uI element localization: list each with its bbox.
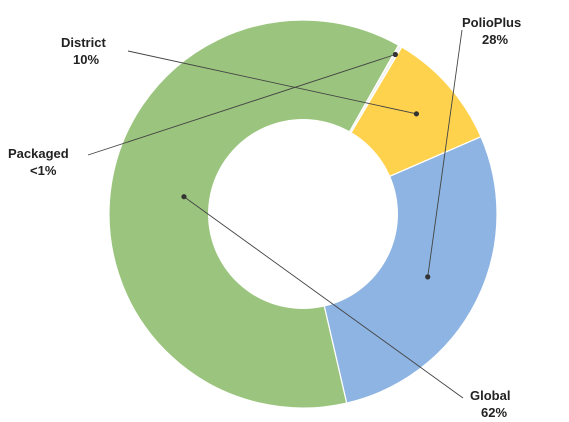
label-global-name: Global: [470, 388, 510, 403]
leader-dot-polioplus: [425, 274, 431, 280]
leader-line-packaged: [87, 54, 396, 156]
leader-lines-group: [87, 29, 464, 399]
label-district-value: 10%: [73, 52, 99, 67]
leader-dot-packaged: [392, 51, 398, 58]
labels-group: PolioPlus 28% Global 62% Packaged <1% Di…: [8, 15, 521, 420]
label-polioplus-value: 28%: [482, 32, 508, 47]
label-packaged-name: Packaged: [8, 146, 69, 161]
leader-line-district: [127, 50, 417, 115]
label-packaged-value: <1%: [30, 163, 57, 178]
leader-line-polioplus: [427, 29, 463, 277]
leader-dot-district: [413, 111, 420, 117]
leader-line-global: [183, 196, 464, 399]
donut-hole: [208, 119, 398, 309]
label-polioplus-name: PolioPlus: [462, 15, 521, 30]
label-district-name: District: [61, 35, 106, 50]
leader-dot-global: [181, 194, 187, 200]
label-global-value: 62%: [481, 405, 507, 420]
